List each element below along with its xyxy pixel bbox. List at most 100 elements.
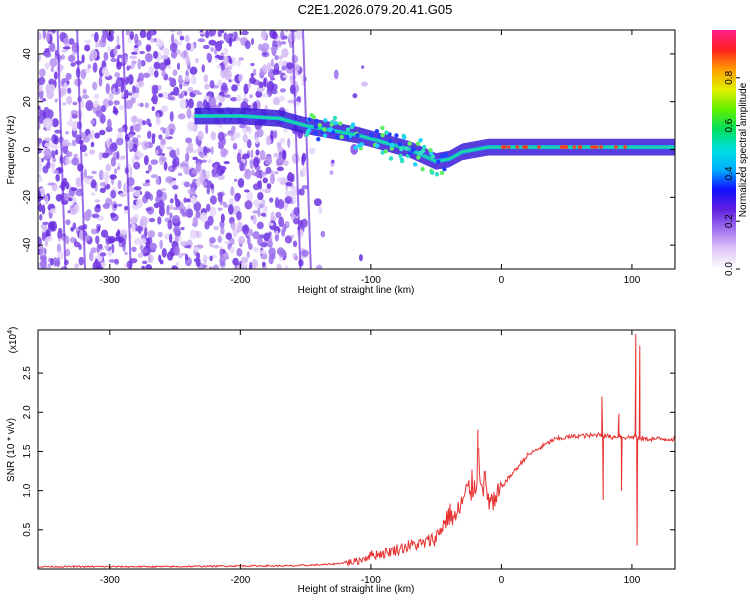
heatmap-cell — [260, 212, 266, 217]
heatmap-cell — [82, 88, 87, 95]
heatmap-cell — [276, 141, 282, 148]
heatmap-cell — [53, 257, 57, 267]
heatmap-cell — [94, 199, 101, 203]
heatmap-cell — [269, 197, 274, 203]
track-blob — [394, 133, 399, 138]
heatmap-cell — [281, 230, 285, 237]
heatmap-cell — [315, 264, 323, 269]
heatmap-cell — [133, 186, 142, 191]
heatmap-cell — [242, 133, 248, 143]
svg-text:(x104): (x104) — [7, 327, 19, 354]
snr-x-ticks: -300 -200 -100 0 100 — [100, 330, 641, 586]
heatmap-cell — [140, 60, 146, 67]
heatmap-cell — [66, 96, 73, 105]
heatmap-cell — [187, 205, 191, 209]
track-blob — [323, 118, 328, 123]
heatmap-cell — [282, 35, 288, 40]
heatmap-cell — [301, 185, 309, 190]
heatmap-cell — [177, 113, 186, 120]
heatmap-cell — [250, 38, 255, 45]
heatmap-cell — [67, 54, 76, 63]
heatmap-cell — [195, 211, 201, 219]
heatmap-streak — [56, 30, 67, 269]
heatmap-cell — [103, 51, 109, 61]
heatmap-cell — [177, 172, 183, 177]
heatmap-cell — [43, 248, 47, 255]
heatmap-cell — [230, 96, 238, 102]
heatmap-cell — [51, 30, 57, 34]
track-blob — [322, 133, 328, 138]
heatmap-cell — [99, 129, 106, 136]
heatmap-cell — [57, 250, 64, 260]
heatmap-cell — [195, 252, 201, 260]
heatmap-cell — [183, 197, 187, 203]
heatmap-cell — [295, 84, 300, 93]
heatmap-cell — [104, 244, 110, 250]
track-blob — [322, 127, 327, 132]
heatmap-cell — [246, 251, 250, 258]
heatmap-cell — [262, 63, 267, 73]
heatmap-cell — [38, 68, 46, 78]
heatmap-cell — [48, 83, 56, 92]
snr-plot-area — [38, 330, 675, 569]
heatmap-cell — [210, 131, 217, 141]
heatmap-cell — [232, 142, 238, 150]
heatmap-cell — [361, 81, 369, 87]
snr-ylabel: SNR (10 * v/v) — [6, 418, 17, 482]
heatmap-cell — [134, 33, 139, 45]
track-blob — [307, 117, 312, 122]
heatmap-cell — [125, 30, 131, 36]
heatmap-cell — [172, 214, 181, 224]
heatmap-cell — [222, 47, 229, 56]
heatmap-cell — [292, 240, 298, 248]
heatmap-cell — [192, 89, 201, 95]
heatmap-cell — [38, 137, 42, 144]
heatmap-cell — [233, 178, 238, 182]
heatmap-cell — [47, 30, 53, 33]
heatmap-cell — [308, 147, 316, 155]
heatmap-cell — [115, 137, 124, 146]
heatmap-cell — [202, 180, 208, 187]
spectrogram-ylabel: Frequency (Hz) — [6, 116, 17, 185]
heatmap-cell — [178, 74, 183, 85]
heatmap-cell — [97, 105, 101, 111]
heatmap-cell — [256, 221, 264, 230]
track-blob — [309, 113, 314, 118]
heatmap-cell — [116, 150, 120, 160]
chart-title: C2E1.2026.079.20.41.G05 — [297, 2, 453, 17]
heatmap-cell — [173, 245, 180, 256]
heatmap-cell — [196, 100, 204, 110]
heatmap-cell — [257, 85, 265, 93]
heatmap-cell — [89, 49, 98, 60]
heatmap-cell — [119, 228, 128, 236]
heatmap-cell — [284, 265, 288, 269]
heatmap-cell — [186, 240, 192, 246]
heatmap-cell — [274, 171, 279, 175]
heatmap-cell — [223, 55, 229, 67]
heatmap-cell — [138, 80, 144, 88]
heatmap-cell — [228, 79, 232, 83]
heatmap-cell — [102, 30, 107, 40]
heatmap-cell — [235, 37, 242, 41]
track-blob — [398, 153, 403, 159]
y-tick-label: 1.0 — [22, 483, 33, 497]
track-blob — [399, 146, 404, 152]
heatmap-cell — [151, 106, 155, 112]
heatmap-cell — [140, 215, 148, 227]
heatmap-cell — [252, 199, 261, 207]
track-peak — [572, 145, 577, 149]
heatmap-cell — [206, 52, 211, 62]
heatmap-cell — [216, 79, 223, 87]
heatmap-cell — [292, 101, 301, 107]
heatmap-cell — [97, 225, 101, 232]
heatmap-cell — [247, 235, 251, 246]
heatmap-cell — [261, 199, 266, 207]
heatmap-cell — [145, 264, 153, 269]
heatmap-cell — [125, 99, 133, 110]
heatmap-cell — [278, 55, 283, 60]
heatmap-cell — [184, 254, 189, 261]
heatmap-cell — [269, 174, 276, 185]
heatmap-cell — [192, 149, 198, 154]
track-blob — [436, 159, 441, 164]
heatmap-cell — [43, 148, 52, 159]
